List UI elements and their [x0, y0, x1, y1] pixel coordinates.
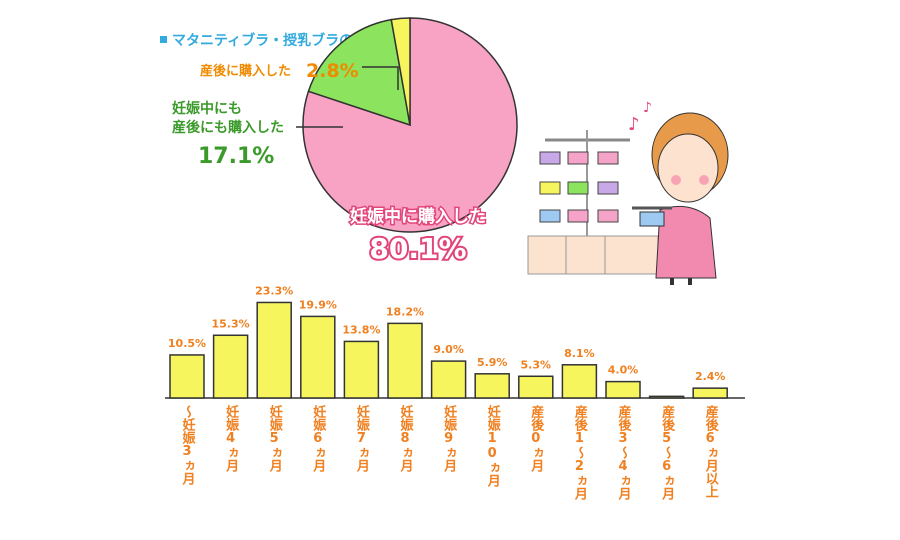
value-label: 15.3%: [212, 317, 250, 330]
value-label: 9.0%: [433, 343, 464, 356]
bar: [212, 334, 249, 399]
leader-line: [362, 66, 399, 90]
svg-text:♪: ♪: [628, 114, 640, 135]
title-marker: [160, 36, 167, 43]
x-tick-label: 妊娠10ヵ月: [485, 404, 502, 488]
slice-value: 17.1%: [198, 144, 274, 169]
value-label: 5.9%: [477, 356, 508, 369]
bar: [169, 354, 205, 399]
value-label: 13.8%: [342, 323, 380, 336]
x-tick-label: 妊娠7ヵ月: [354, 404, 371, 473]
illustration: ♪♪: [527, 100, 729, 285]
value-label: 10.5%: [168, 337, 206, 350]
value-label: 4.0%: [608, 364, 639, 377]
slice-label: 産後に購入した: [200, 63, 291, 79]
value-label: 2.4%: [695, 370, 726, 383]
bar: [343, 340, 380, 399]
x-tick-label: 産後0ヵ月: [528, 404, 545, 473]
bar: [300, 315, 336, 399]
x-tick-label: 妊娠9ヵ月: [441, 404, 458, 473]
x-tick-label: 妊娠8ヵ月: [398, 404, 415, 473]
bar: [518, 375, 554, 399]
bar: [692, 387, 728, 399]
bar: [387, 322, 423, 399]
bar: [605, 380, 641, 399]
slice-label: 妊娠中にも: [172, 100, 242, 117]
x-tick-label: 産後1～2ヵ月: [572, 404, 589, 501]
x-tick-label: ～妊娠3ヵ月: [180, 404, 197, 486]
pie-slice: [390, 17, 411, 126]
bar: [561, 364, 598, 399]
bar: [648, 395, 685, 399]
value-label: 23.3%: [255, 284, 293, 297]
x-tick-label: 妊娠4ヵ月: [223, 404, 240, 473]
bar-chart: 10.5% ～妊娠3ヵ月 15.3% 妊娠4ヵ月 23.3% 妊娠5ヵ月 19.9% 妊娠6ヵ…: [165, 284, 745, 501]
x-tick-label: 産後5～6ヵ月: [659, 404, 676, 501]
value-label: 19.9%: [299, 298, 337, 311]
slice-value: 80.1%: [369, 232, 466, 265]
value-label: 18.2%: [386, 305, 424, 318]
slice-label: 産後にも購入した: [172, 119, 284, 136]
pie-slice: [302, 17, 518, 233]
x-tick-label: 妊娠6ヵ月: [310, 404, 327, 473]
x-tick-label: 産後3～4ヵ月: [616, 404, 633, 501]
value-label: 5.3%: [521, 358, 552, 371]
svg-text:♪: ♪: [643, 100, 652, 116]
pie-slice: [307, 18, 411, 127]
x-tick-label: 妊娠5ヵ月: [267, 404, 284, 473]
value-label: 8.1%: [564, 347, 595, 360]
slice-value: 2.8%: [306, 60, 359, 82]
bar: [256, 301, 292, 399]
bar: [474, 373, 510, 399]
bar: [430, 360, 467, 399]
x-tick-label: 産後6ヵ月以上: [703, 404, 720, 498]
slice-label: 妊娠中に購入した: [350, 206, 486, 227]
